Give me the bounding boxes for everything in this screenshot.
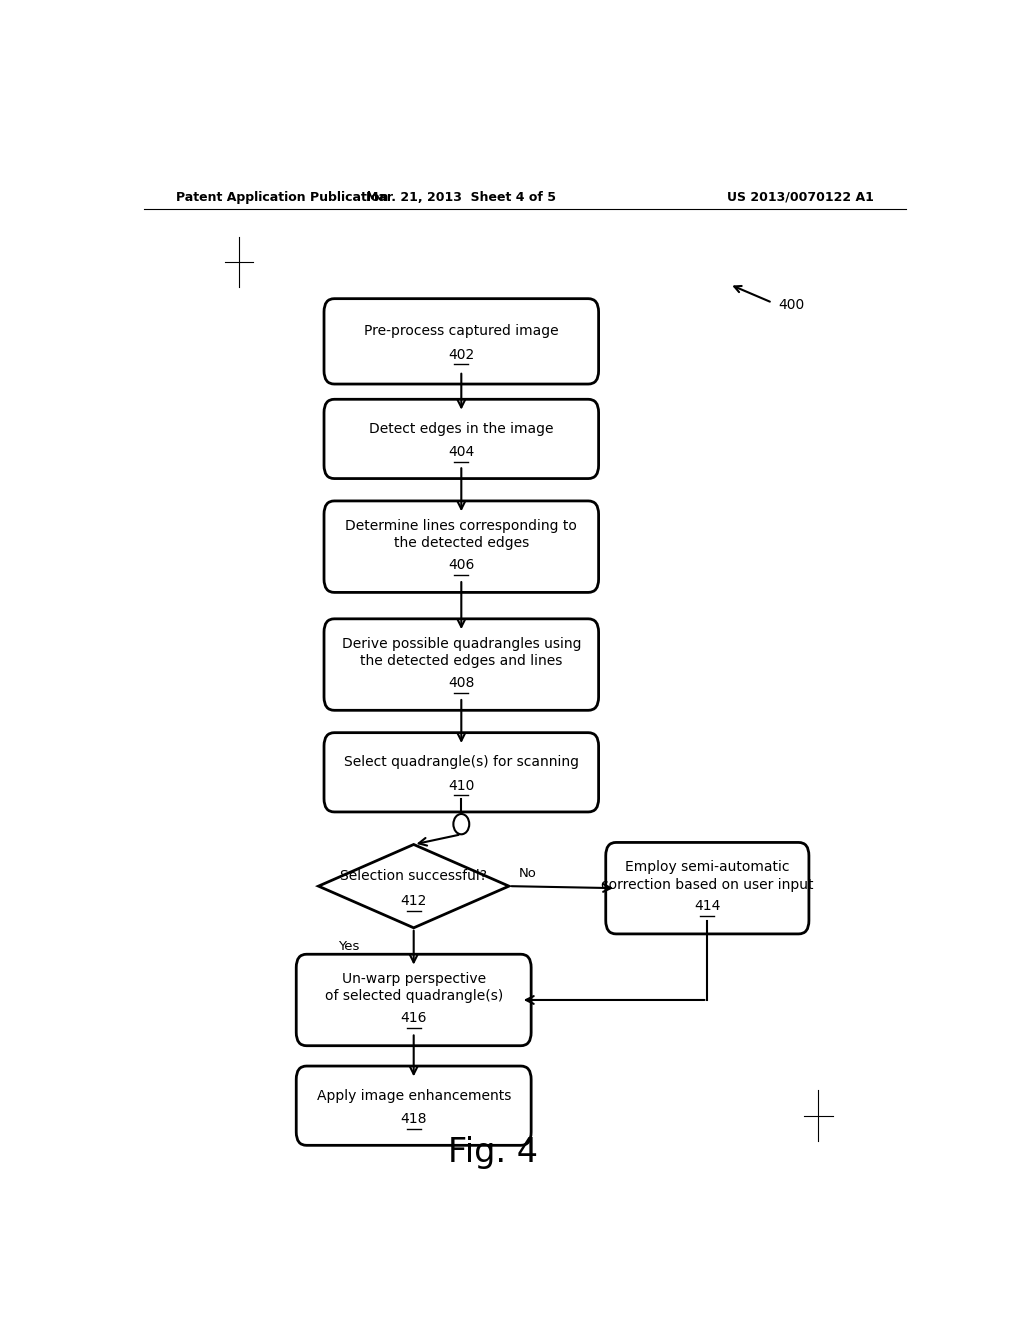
FancyBboxPatch shape (324, 619, 599, 710)
Text: 412: 412 (400, 895, 427, 908)
Text: Selection successful?: Selection successful? (340, 869, 487, 883)
Text: Employ semi-automatic
correction based on user input: Employ semi-automatic correction based o… (601, 861, 814, 891)
Text: Determine lines corresponding to
the detected edges: Determine lines corresponding to the det… (345, 519, 578, 550)
Text: Mar. 21, 2013  Sheet 4 of 5: Mar. 21, 2013 Sheet 4 of 5 (367, 190, 556, 203)
Polygon shape (318, 845, 509, 928)
Text: No: No (518, 867, 537, 880)
Text: 404: 404 (449, 445, 474, 459)
FancyBboxPatch shape (324, 399, 599, 479)
Text: Patent Application Publication: Patent Application Publication (176, 190, 388, 203)
Text: 408: 408 (449, 676, 474, 690)
Text: 416: 416 (400, 1011, 427, 1026)
Text: Pre-process captured image: Pre-process captured image (364, 325, 559, 338)
Text: 410: 410 (449, 779, 474, 792)
Text: 406: 406 (449, 558, 474, 572)
Text: 418: 418 (400, 1111, 427, 1126)
Text: 402: 402 (449, 347, 474, 362)
FancyBboxPatch shape (296, 1067, 531, 1146)
FancyBboxPatch shape (324, 298, 599, 384)
Text: Apply image enhancements: Apply image enhancements (316, 1089, 511, 1102)
Text: Derive possible quadrangles using
the detected edges and lines: Derive possible quadrangles using the de… (342, 636, 581, 668)
Text: 414: 414 (694, 899, 721, 913)
FancyBboxPatch shape (606, 842, 809, 935)
FancyBboxPatch shape (324, 500, 599, 593)
FancyBboxPatch shape (324, 733, 599, 812)
Text: Select quadrangle(s) for scanning: Select quadrangle(s) for scanning (344, 755, 579, 770)
Text: 400: 400 (778, 298, 805, 312)
FancyBboxPatch shape (296, 954, 531, 1045)
Text: Un-warp perspective
of selected quadrangle(s): Un-warp perspective of selected quadrang… (325, 972, 503, 1003)
Text: Detect edges in the image: Detect edges in the image (369, 422, 554, 436)
Text: Fig. 4: Fig. 4 (449, 1137, 538, 1170)
Circle shape (454, 814, 469, 834)
Text: Yes: Yes (338, 940, 359, 953)
Text: US 2013/0070122 A1: US 2013/0070122 A1 (727, 190, 873, 203)
